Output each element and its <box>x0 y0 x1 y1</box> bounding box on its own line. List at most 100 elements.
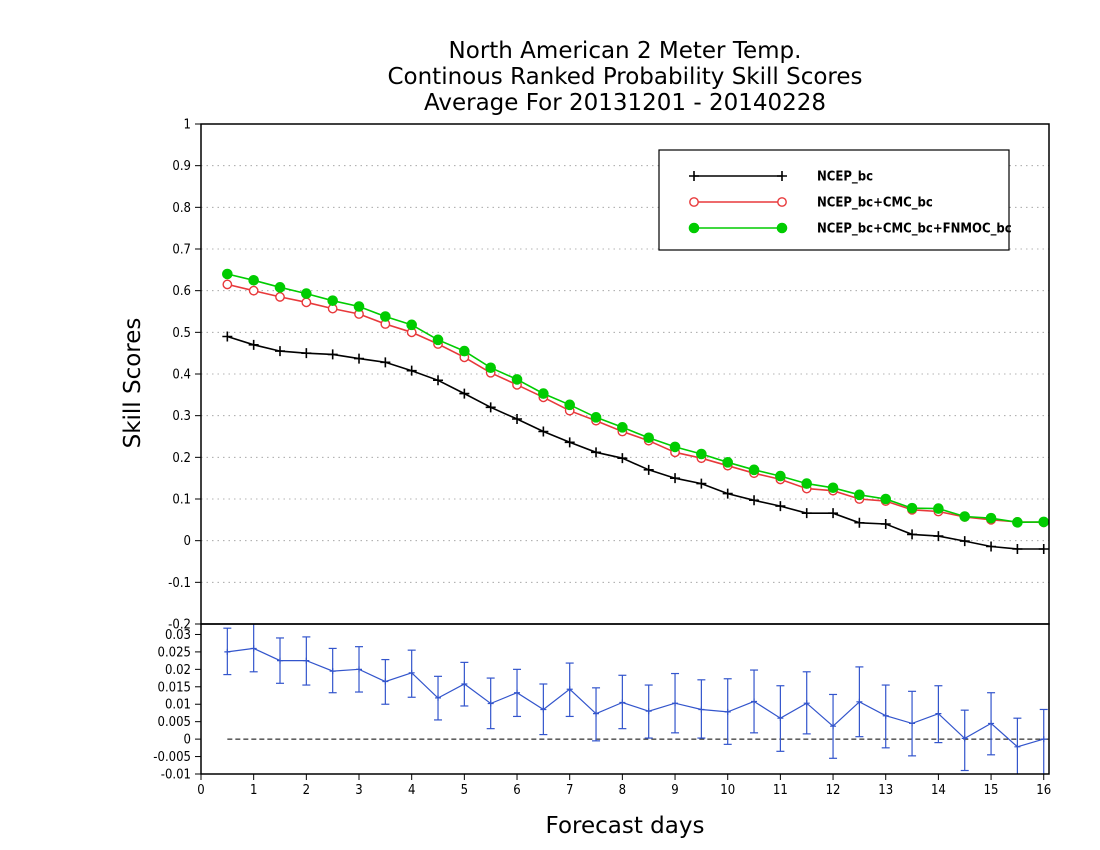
y-tick-label: -0.1 <box>168 576 191 591</box>
x-tick-label: 11 <box>773 783 788 798</box>
x-tick-label: 5 <box>461 783 468 798</box>
data-point-filled-circle <box>880 493 892 505</box>
data-point-plus <box>880 519 891 529</box>
difference-point <box>224 648 231 655</box>
data-point-filled-circle <box>617 422 628 433</box>
x-tick-label: 13 <box>878 783 893 798</box>
data-point-plus <box>406 365 417 376</box>
legend-label: NCEP_bc <box>817 170 873 185</box>
chart-title-line-2: Continous Ranked Probability Skill Score… <box>387 64 862 90</box>
y-tick-label: 1 <box>184 118 191 133</box>
data-point-plus <box>512 414 523 424</box>
data-point-plus <box>538 426 549 437</box>
difference-point <box>1014 743 1021 750</box>
difference-point <box>593 710 600 717</box>
x-tick-label: 2 <box>303 783 310 798</box>
difference-point <box>487 700 494 707</box>
data-point-filled-circle <box>722 457 734 468</box>
data-point-plus <box>670 473 681 484</box>
data-point-filled-circle <box>933 503 944 514</box>
data-point-filled-circle <box>775 470 786 482</box>
x-tick-label: 12 <box>826 783 841 798</box>
data-point-filled-circle <box>985 512 997 524</box>
y-tick-label: -0.005 <box>153 750 191 765</box>
data-point-plus <box>801 508 812 519</box>
y-tick-label: -0.01 <box>161 768 191 783</box>
main-panel-y-ticks: -0.2 -0.1 0 0.1 0.2 0.3 0.4 0.5 0.6 0.7 0.8 0.9 1 <box>168 118 201 633</box>
data-point-plus <box>907 529 918 540</box>
difference-line <box>227 647 1044 748</box>
data-point-open-circle <box>275 292 285 302</box>
data-point-plus <box>828 508 839 519</box>
legend: NCEP_bc NCEP_bc+CMC_bc NCEP_bc+CMC_bc+FNMO… <box>658 149 1012 251</box>
y-tick-label: 0.5 <box>172 326 191 341</box>
y-tick-label: -0.2 <box>168 618 191 633</box>
difference-point <box>856 698 863 705</box>
difference-point <box>303 657 310 664</box>
data-point-filled-circle <box>748 464 760 476</box>
legend-swatch-marker <box>776 222 788 234</box>
main-panel-grid <box>201 165 1049 583</box>
data-point-plus <box>222 331 233 342</box>
difference-point <box>751 698 758 705</box>
data-point-plus <box>275 346 286 357</box>
difference-point <box>777 715 784 722</box>
difference-point <box>277 657 284 664</box>
data-point-open-circle <box>248 285 259 296</box>
data-point-plus <box>696 478 707 489</box>
data-point-filled-circle <box>248 274 259 286</box>
difference-point <box>566 686 573 693</box>
y-tick-label: 0.9 <box>172 159 191 174</box>
x-tick-label: 4 <box>408 783 415 798</box>
data-point-filled-circle <box>301 288 312 299</box>
difference-point <box>935 710 942 717</box>
difference-point <box>698 706 705 713</box>
data-point-plus <box>354 353 365 364</box>
legend-swatch-marker <box>777 171 787 181</box>
y-tick-label: 0.3 <box>172 409 191 424</box>
data-point-filled-circle <box>906 502 918 514</box>
y-tick-label: 0.2 <box>172 451 191 466</box>
difference-point <box>909 720 916 727</box>
y-tick-label: 0.015 <box>158 680 191 695</box>
difference-point <box>988 720 995 727</box>
difference-point <box>961 735 968 742</box>
data-point-filled-circle <box>854 489 865 501</box>
x-axis-title: Forecast days <box>546 813 705 839</box>
difference-point <box>435 694 442 701</box>
y-tick-label: 0.1 <box>172 493 191 508</box>
data-point-filled-circle <box>511 374 523 385</box>
data-point-filled-circle <box>353 301 365 312</box>
data-point-filled-circle <box>485 362 496 374</box>
x-tick-label: 0 <box>197 783 204 798</box>
y-tick-label: 0 <box>184 534 191 549</box>
difference-point <box>408 669 415 676</box>
data-point-filled-circle <box>959 511 971 522</box>
difference-point <box>1040 736 1047 743</box>
difference-point <box>724 708 731 715</box>
data-point-plus <box>749 495 760 506</box>
main-panel-series <box>222 268 1050 554</box>
data-point-plus <box>959 536 970 547</box>
difference-panel-frame <box>200 623 1050 775</box>
y-tick-label: 0.7 <box>172 243 191 258</box>
data-point-plus <box>1038 544 1049 554</box>
y-tick-label: 0 <box>184 733 191 748</box>
difference-point <box>461 681 468 687</box>
data-point-filled-circle <box>801 478 813 489</box>
data-point-plus <box>643 464 654 475</box>
x-tick-label: 1 <box>250 783 257 798</box>
legend-label: NCEP_bc+CMC_bc <box>817 196 933 211</box>
difference-point <box>382 678 389 685</box>
legend-swatch-marker <box>689 197 699 207</box>
data-point-plus <box>986 541 997 552</box>
difference-point <box>803 700 810 707</box>
x-tick-label: 15 <box>984 783 999 798</box>
difference-point <box>672 700 679 707</box>
y-tick-label: 0.025 <box>158 645 191 660</box>
data-point-filled-circle <box>380 311 391 322</box>
legend-swatch-marker <box>689 171 699 181</box>
x-tick-label: 14 <box>931 783 946 798</box>
